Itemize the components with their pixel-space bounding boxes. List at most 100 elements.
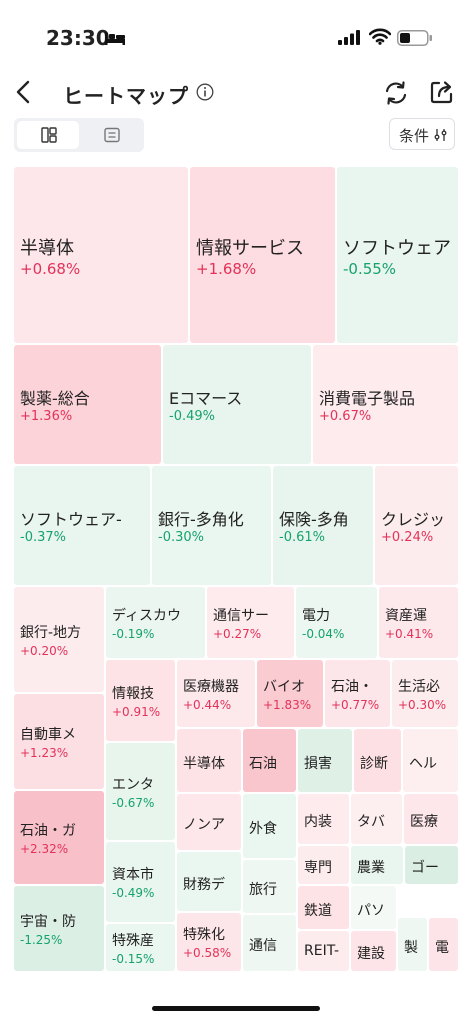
tile-sector-name: 石油・ガ [20,823,76,839]
heatmap-tile[interactable]: 損害 [298,729,352,792]
heatmap-tile[interactable]: 鉄道 [298,886,349,929]
tile-sector-name: クレジッ [381,510,446,529]
share-icon[interactable] [429,79,455,109]
heatmap-tile[interactable]: 電力 -0.04% [296,587,377,658]
tile-sector-name: ヘル [409,756,437,772]
heatmap-tile[interactable]: パソ [351,886,396,929]
tile-change-percent: -0.15% [112,952,155,966]
heatmap-tile[interactable]: 外食 [243,794,296,858]
heatmap-tile[interactable]: 石油・ガ +2.32% [14,791,104,884]
heatmap-tile[interactable]: 特殊産 -0.15% [106,924,175,971]
tile-change-percent: +0.41% [385,627,434,641]
heatmap-tile[interactable]: 電 [429,918,458,971]
tile-change-percent: -0.30% [158,530,204,545]
heatmap-tile[interactable]: 内装 [298,794,349,844]
tile-change-percent: -0.49% [112,886,155,900]
sleep-mode-icon [104,30,126,50]
tile-sector-name: 専門 [304,860,332,876]
tile-change-percent: +0.24% [381,530,434,545]
tile-sector-name: 保険-多角 [279,510,349,529]
heatmap-tile[interactable]: 医療機器 +0.44% [177,660,255,727]
tile-change-percent: +0.77% [331,698,380,712]
heatmap-tile[interactable]: 特殊化 +0.58% [177,913,241,971]
heatmap-tile[interactable]: 半導体 +0.68% [14,167,188,343]
nav-header: ヒートマップ [0,72,471,112]
tile-sector-name: 損害 [304,756,332,772]
tile-sector-name: 旅行 [249,882,277,898]
heatmap-tile[interactable]: 情報サービス +1.68% [190,167,335,343]
heatmap-tile[interactable]: エンタ -0.67% [106,743,175,840]
refresh-icon[interactable] [383,80,409,110]
tile-change-percent: +0.68% [20,260,81,278]
tile-sector-name: 通信サー [213,608,269,624]
tile-sector-name: パソ [357,903,385,919]
back-arrow-icon[interactable] [14,79,34,109]
heatmap-tile[interactable]: バイオ +1.83% [257,660,323,727]
tile-sector-name: REIT- [304,943,340,959]
tile-sector-name: 石油・ [331,679,373,695]
tile-sector-name: 医療機器 [183,679,239,695]
tile-sector-name: 内装 [304,814,332,830]
tile-change-percent: +1.68% [196,260,257,278]
heatmap-tile[interactable]: 資本市 -0.49% [106,842,175,922]
tile-sector-name: 製 [404,940,418,956]
heatmap-tile[interactable]: ヘル [403,729,458,792]
tile-sector-name: 宇宙・防 [20,914,76,930]
heatmap-tile[interactable]: 生活必 +0.30% [392,660,458,727]
grid-layout-icon [41,127,57,143]
heatmap-tile[interactable]: 製 [398,918,427,971]
cellular-signal-icon [338,30,360,49]
heatmap-tile[interactable]: 医療 [404,794,458,844]
tile-change-percent: +0.58% [183,946,232,960]
heatmap-tile[interactable]: 通信 [243,915,296,971]
heatmap-tile[interactable]: 消費電子製品 +0.67% [313,345,458,464]
heatmap-tile[interactable]: 診断 [354,729,401,792]
tile-sector-name: ソフトウェア [343,238,451,259]
tile-sector-name: 生活必 [398,679,440,695]
heatmap-tile[interactable]: タバ [351,794,402,844]
tile-change-percent: -0.55% [343,260,397,278]
status-time: 23:30 [46,26,110,50]
filter-conditions-button[interactable]: 条件 [389,118,455,150]
heatmap-tile[interactable]: 自動車メ +1.23% [14,694,104,789]
tile-sector-name: 電 [435,940,449,956]
heatmap-tile[interactable]: ディスカウ -0.19% [106,587,205,658]
heatmap-tile[interactable]: 情報技 +0.91% [106,660,175,741]
heatmap-tile[interactable]: 半導体 [177,729,241,792]
info-icon[interactable] [196,83,214,105]
tile-sector-name: 医療 [410,814,438,830]
heatmap-tile[interactable]: 通信サー +0.27% [207,587,294,658]
heatmap-tile[interactable]: 財務デ [177,852,241,911]
heatmap-tile[interactable]: 宇宙・防 -1.25% [14,886,104,971]
heatmap-tile[interactable]: 銀行-地方 +0.20% [14,587,104,692]
heatmap-tile[interactable]: 銀行-多角化 -0.30% [152,466,271,585]
list-view-button[interactable] [81,121,143,149]
tile-sector-name: 半導体 [183,756,225,772]
heatmap-tile[interactable]: ノンア [177,794,241,850]
tile-change-percent: -0.04% [302,627,345,641]
tile-change-percent: +1.23% [20,746,69,760]
heatmap-tile[interactable]: Eコマース -0.49% [163,345,311,464]
heatmap-tile[interactable]: ゴー [405,846,458,884]
heatmap-tile[interactable]: 製薬-総合 +1.36% [14,345,161,464]
heatmap-tile[interactable]: 農業 [351,846,403,884]
heatmap-view-button[interactable] [17,121,79,149]
heatmap-tile[interactable]: 石油 [243,729,296,792]
heatmap-tile[interactable]: 資産運 +0.41% [379,587,458,658]
heatmap-tile[interactable]: REIT- [298,931,349,971]
heatmap-tile[interactable]: ソフトウェア -0.55% [337,167,458,343]
tile-sector-name: ディスカウ [112,608,182,624]
heatmap-tile[interactable]: ソフトウェア- -0.37% [14,466,150,585]
heatmap-tile[interactable]: 旅行 [243,860,296,913]
heatmap-tile[interactable]: 石油・ +0.77% [325,660,390,727]
heatmap-tile[interactable]: クレジッ +0.24% [375,466,458,585]
tile-sector-name: ノンア [183,817,225,833]
heatmap-tile[interactable]: 専門 [298,846,349,884]
tile-change-percent: -0.19% [112,627,155,641]
status-bar: 23:30 [0,0,471,70]
tile-sector-name: 診断 [360,756,388,772]
tile-sector-name: ソフトウェア- [20,510,122,529]
heatmap-tile[interactable]: 保険-多角 -0.61% [273,466,373,585]
tile-sector-name: 財務デ [183,877,225,893]
heatmap-tile[interactable]: 建設 [351,931,396,971]
